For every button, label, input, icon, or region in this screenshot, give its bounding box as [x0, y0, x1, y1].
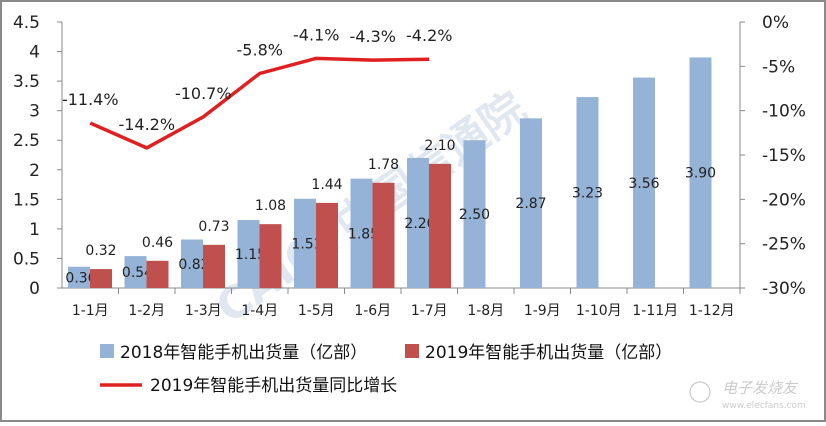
x-tick-label: 1-1月	[72, 303, 109, 319]
bar-2019-label: 0.73	[198, 219, 229, 235]
legend-swatch-2018	[100, 344, 114, 358]
right-tick-label: 0%	[762, 13, 789, 33]
legend-swatch-2019	[405, 344, 419, 358]
growth-label: -4.2%	[406, 26, 452, 45]
bar-2018	[576, 97, 599, 289]
bar-2018-label: 1.85	[348, 226, 379, 242]
bar-2018	[181, 239, 203, 288]
logo-url: www.elecfans.com	[722, 401, 806, 411]
bar-2018	[407, 157, 429, 288]
bar-2018	[350, 178, 373, 288]
right-tick-label: -20%	[762, 190, 806, 210]
bar-2018	[68, 266, 90, 288]
left-tick-label: 3.5	[13, 72, 40, 92]
right-tick-label: -10%	[762, 102, 806, 122]
legend-label-2018: 2018年智能手机出货量（亿部）	[120, 343, 367, 363]
left-tick-label: 4	[29, 43, 40, 63]
x-tick-label: 1-12月	[689, 303, 735, 319]
bar-2019	[372, 182, 395, 288]
x-tick-label: 1-6月	[354, 303, 391, 319]
bar-2018-label: 2.50	[459, 207, 490, 223]
bar-2018	[689, 57, 712, 288]
bar-2018-label: 0.36	[65, 270, 96, 286]
left-tick-label: 1.5	[13, 190, 40, 210]
bar-2019-label: 1.44	[311, 177, 342, 193]
bar-2018-label: 2.87	[515, 196, 546, 212]
logo-icon	[689, 381, 711, 403]
x-tick-label: 1-3月	[185, 303, 222, 319]
bar-2019-label: 2.10	[424, 138, 455, 154]
x-tick-label: 1-10月	[576, 303, 622, 319]
bar-2018-label: 3.56	[628, 176, 659, 192]
bar-2019-label: 1.08	[255, 198, 286, 214]
growth-label: -14.2%	[118, 115, 175, 134]
legend-label-growth: 2019年智能手机出货量同比增长	[150, 376, 397, 396]
x-tick-label: 1-11月	[632, 303, 678, 319]
bar-2019	[90, 269, 112, 288]
x-tick-label: 1-4月	[241, 303, 278, 319]
bar-2019	[259, 224, 282, 288]
left-tick-label: 0	[29, 279, 40, 299]
bar-2018-label: 0.82	[178, 257, 209, 273]
bar-2018	[237, 220, 260, 288]
bar-2018	[294, 198, 316, 288]
bar-2019	[203, 244, 225, 288]
growth-label: -5.8%	[237, 40, 283, 59]
right-tick-label: -30%	[762, 279, 806, 299]
x-tick-label: 1-9月	[524, 303, 561, 319]
bar-2018-label: 3.23	[572, 186, 603, 202]
bar-2019	[429, 163, 451, 288]
left-tick-label: 4.5	[13, 13, 40, 33]
bar-2018-label: 1.51	[291, 236, 322, 252]
left-tick-label: 3	[29, 102, 40, 122]
bar-2019	[146, 260, 169, 288]
bar-2018-label: 3.90	[685, 166, 716, 182]
bar-2019	[316, 202, 338, 288]
growth-line	[89, 56, 430, 150]
x-tick-label: 1-7月	[411, 303, 448, 319]
growth-label: -10.7%	[175, 84, 232, 103]
bar-2018	[124, 256, 147, 288]
left-tick-label: 2	[29, 161, 40, 181]
bar-2019-label: 1.78	[368, 157, 399, 173]
growth-label: -4.3%	[350, 27, 396, 46]
left-tick-label: 1	[29, 220, 40, 240]
left-tick-label: 2.5	[13, 131, 40, 151]
logo-text: 电子发烧友	[722, 379, 799, 397]
right-tick-label: -15%	[762, 146, 806, 166]
bar-2018	[633, 77, 655, 288]
elecfans-logo: 电子发烧友 www.elecfans.com	[689, 379, 806, 411]
legend-label-2019: 2019年智能手机出货量（亿部）	[425, 343, 672, 363]
growth-label: -4.1%	[293, 25, 339, 44]
bar-2018-label: 2.20	[404, 216, 435, 232]
bar-2018	[520, 118, 542, 289]
bar-2019-label: 0.46	[142, 235, 173, 251]
x-tick-label: 1-2月	[128, 303, 165, 319]
growth-label: -11.4%	[62, 90, 119, 109]
bar-2018-label: 0.54	[122, 265, 153, 281]
bar-2018	[463, 140, 486, 288]
x-tick-label: 1-5月	[298, 303, 335, 319]
right-tick-label: -5%	[762, 57, 795, 77]
left-tick-label: 0.5	[13, 249, 40, 269]
bar-2018-label: 1.15	[235, 247, 266, 263]
x-tick-label: 1-8月	[467, 303, 504, 319]
bar-2019-label: 0.32	[85, 243, 116, 259]
right-tick-label: -25%	[762, 235, 806, 255]
